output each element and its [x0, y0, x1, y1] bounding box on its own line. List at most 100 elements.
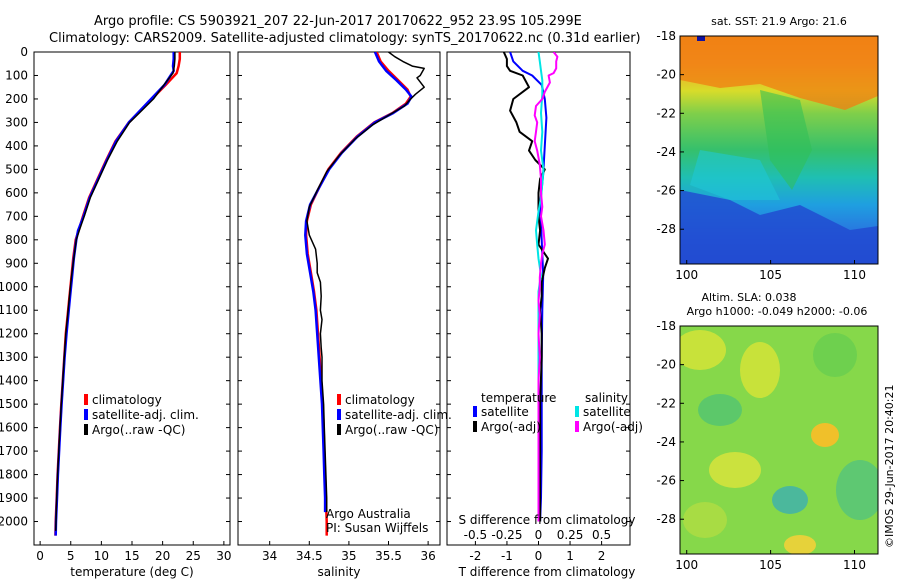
legend-swatch-argo [84, 424, 88, 435]
t-difference-axis-label: T difference from climatology [458, 565, 636, 579]
x-tick-label: 25 [186, 549, 201, 563]
s-diff-tick-label: 0.5 [592, 528, 611, 542]
map-x-tick-label: 110 [843, 558, 866, 572]
legend-label-climatology: climatology [345, 393, 415, 407]
s-diff-tick-label: 0.25 [557, 528, 584, 542]
depth-tick-label: 1500 [0, 397, 28, 411]
sst-map-frame [679, 35, 879, 265]
legend-label-climatology: climatology [92, 393, 162, 407]
depth-tick-label: 100 [5, 68, 28, 82]
legend-label-temp-satellite: satellite [481, 405, 529, 419]
legend-swatch-sal-argo [575, 421, 579, 432]
s-difference-x-axis: -0.5 -0.25 0 0.25 0.5 [464, 528, 611, 542]
temperature-axis-label: temperature (deg C) [70, 565, 193, 579]
sst-argo-marker [697, 36, 705, 41]
x-tick-label: 10 [94, 549, 109, 563]
temperature-x-axis: 0 5 10 15 20 25 30 [36, 541, 232, 563]
difference-legend: temperature salinity satellite Argo(-adj… [473, 391, 643, 434]
depth-tick-label: 1400 [0, 374, 28, 388]
x-tick-label: 0 [535, 549, 543, 563]
depth-tick-label: 1300 [0, 350, 28, 364]
depth-tick-label: 1800 [0, 468, 28, 482]
depth-tick-label: 800 [5, 233, 28, 247]
sla-map-title-1: Altim. SLA: 0.038 [701, 291, 796, 304]
argo-australia-annotation: Argo Australia [326, 507, 411, 521]
x-tick-label: -1 [501, 549, 513, 563]
legend-header-salinity: salinity [585, 391, 628, 405]
legend-label-sal-argo: Argo(-adj) [583, 420, 643, 434]
x-tick-label: 2 [598, 549, 606, 563]
sla-blob [772, 486, 808, 514]
temperature-line-argoraw [54, 52, 176, 531]
legend-swatch-argo [337, 424, 341, 435]
legend-swatch-climatology [84, 394, 88, 405]
sla-blob [813, 333, 857, 377]
title-line-2: Climatology: CARS2009. Satellite-adjuste… [49, 31, 641, 46]
sst-map-axes: 100 105 110 -18 -20 -22 -24 -26 -28 [656, 29, 866, 282]
salinity-axis-label: salinity [317, 565, 360, 579]
sst-cyan-patch [690, 150, 780, 200]
depth-tick-label: 1900 [0, 491, 28, 505]
map-y-tick-label: -26 [656, 184, 676, 198]
sla-blob [683, 502, 727, 538]
depth-tick-label: 400 [5, 139, 28, 153]
salinity-legend: climatology satellite-adj. clim. Argo(..… [337, 393, 452, 437]
pi-annotation: PI: Susan Wijffels [326, 521, 428, 535]
temperature-panel-frame [33, 51, 231, 546]
difference-line-temperature-argo-adj- [502, 52, 549, 522]
sla-blob [680, 330, 726, 370]
depth-tick-label: 2000 [0, 515, 28, 529]
sla-map-title-2: Argo h1000: -0.049 h2000: -0.06 [687, 305, 868, 318]
depth-tick-label: 600 [5, 186, 28, 200]
depth-tick-label: 0 [20, 45, 28, 59]
legend-label-temp-argo: Argo(-adj) [481, 420, 541, 434]
depth-tick-label: 700 [5, 209, 28, 223]
legend-swatch-satellite [337, 409, 341, 420]
map-y-tick-label: -20 [656, 68, 676, 82]
legend-label-satellite: satellite-adj. clim. [92, 408, 199, 422]
x-tick-label: 15 [124, 549, 139, 563]
temperature-line-satellite-adj [54, 52, 175, 536]
x-tick-label: -2 [469, 549, 481, 563]
sst-map-title: sat. SST: 21.9 Argo: 21.6 [711, 15, 847, 28]
map-x-tick-label: 100 [675, 558, 698, 572]
map-y-tick-label: -20 [656, 358, 676, 372]
x-tick-label: 34.5 [296, 549, 323, 563]
s-difference-axis-label: S difference from climatology [459, 513, 636, 527]
map-x-tick-label: 110 [843, 268, 866, 282]
legend-label-argo: Argo(..raw -QC) [92, 423, 185, 437]
sla-blob [811, 423, 839, 447]
map-y-tick-label: -28 [656, 512, 676, 526]
map-y-tick-label: -22 [656, 396, 676, 410]
sst-green-tongue [760, 90, 812, 190]
depth-tick-label: 1700 [0, 444, 28, 458]
map-y-tick-label: -28 [656, 222, 676, 236]
legend-label-sal-satellite: satellite [583, 405, 631, 419]
temperature-series [54, 52, 182, 536]
salinity-line-argoraw [306, 52, 425, 513]
depth-tick-label: 200 [5, 92, 28, 106]
s-diff-tick-label: -0.5 [464, 528, 487, 542]
legend-swatch-sal-satellite [575, 406, 579, 417]
depth-tick-label: 1000 [0, 280, 28, 294]
map-y-tick-label: -22 [656, 106, 676, 120]
imos-watermark: ©IMOS 29-Jun-2017 20:40:21 [883, 384, 896, 548]
map-y-tick-label: -26 [656, 474, 676, 488]
legend-swatch-temp-argo [473, 421, 477, 432]
depth-tick-label: 1600 [0, 421, 28, 435]
map-y-tick-label: -24 [656, 145, 676, 159]
map-y-tick-label: -24 [656, 435, 676, 449]
difference-line-salinity-argo-adj- [533, 52, 559, 522]
depth-tick-label: 900 [5, 256, 28, 270]
x-tick-label: 35.5 [375, 549, 402, 563]
depth-tick-label: 1200 [0, 327, 28, 341]
s-diff-tick-label: 0 [535, 528, 543, 542]
map-x-tick-label: 100 [675, 268, 698, 282]
depth-tick-label: 500 [5, 162, 28, 176]
sst-heatmap [680, 36, 878, 264]
legend-swatch-climatology [337, 394, 341, 405]
legend-label-satellite: satellite-adj. clim. [345, 408, 452, 422]
t-difference-x-axis: -2 -1 0 1 2 [469, 541, 605, 563]
s-diff-tick-label: -0.25 [491, 528, 522, 542]
map-y-tick-label: -18 [656, 29, 676, 43]
